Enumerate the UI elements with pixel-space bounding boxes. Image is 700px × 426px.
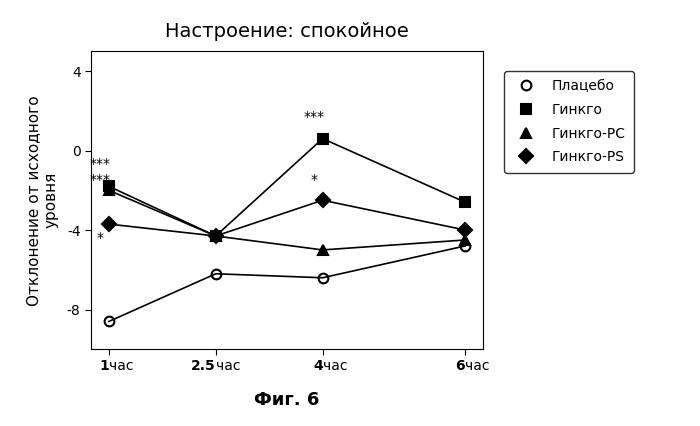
Text: *: * [97, 231, 104, 245]
Text: 1: 1 [99, 359, 108, 373]
Legend: Плацебо, Гинкго, Гинкго-РС, Гинкго-PS: Плацебо, Гинкго, Гинкго-РС, Гинкго-PS [504, 71, 634, 173]
Гинкго-РС [104, 188, 113, 193]
Плацебо [211, 271, 220, 276]
Title: Настроение: спокойное: Настроение: спокойное [165, 22, 409, 41]
Гинкго-РС [211, 233, 220, 239]
Text: ***: *** [90, 158, 111, 171]
Гинкго [211, 233, 220, 239]
Гинкго-PS [211, 233, 220, 239]
Гинкго-PS [461, 227, 470, 233]
Line: Гинкго: Гинкго [104, 134, 470, 241]
Text: час: час [466, 359, 490, 373]
Text: 2.5: 2.5 [191, 359, 216, 373]
Гинкго [104, 184, 113, 189]
Text: *: * [311, 173, 318, 187]
Гинкго-РС [318, 248, 327, 253]
Y-axis label: Отклонение от исходного
уровня: Отклонение от исходного уровня [26, 95, 59, 305]
Line: Гинкго-PS: Гинкго-PS [104, 196, 470, 241]
Гинкго-PS [104, 222, 113, 227]
Гинкго [318, 136, 327, 141]
Text: час: час [323, 359, 347, 373]
Line: Плацебо: Плацебо [104, 241, 470, 326]
Плацебо [104, 319, 113, 324]
Гинкго-РС [461, 237, 470, 242]
Плацебо [318, 275, 327, 280]
Гинкго [461, 200, 470, 205]
Text: ***: *** [90, 173, 111, 187]
Text: час: час [216, 359, 240, 373]
Text: 4: 4 [313, 359, 323, 373]
Text: ***: *** [304, 110, 325, 124]
Text: 6: 6 [456, 359, 466, 373]
Гинкго-PS [318, 198, 327, 203]
Text: Фиг. 6: Фиг. 6 [254, 391, 320, 409]
Плацебо [461, 243, 470, 248]
Line: Гинкго-РС: Гинкго-РС [104, 185, 470, 255]
Text: час: час [108, 359, 133, 373]
